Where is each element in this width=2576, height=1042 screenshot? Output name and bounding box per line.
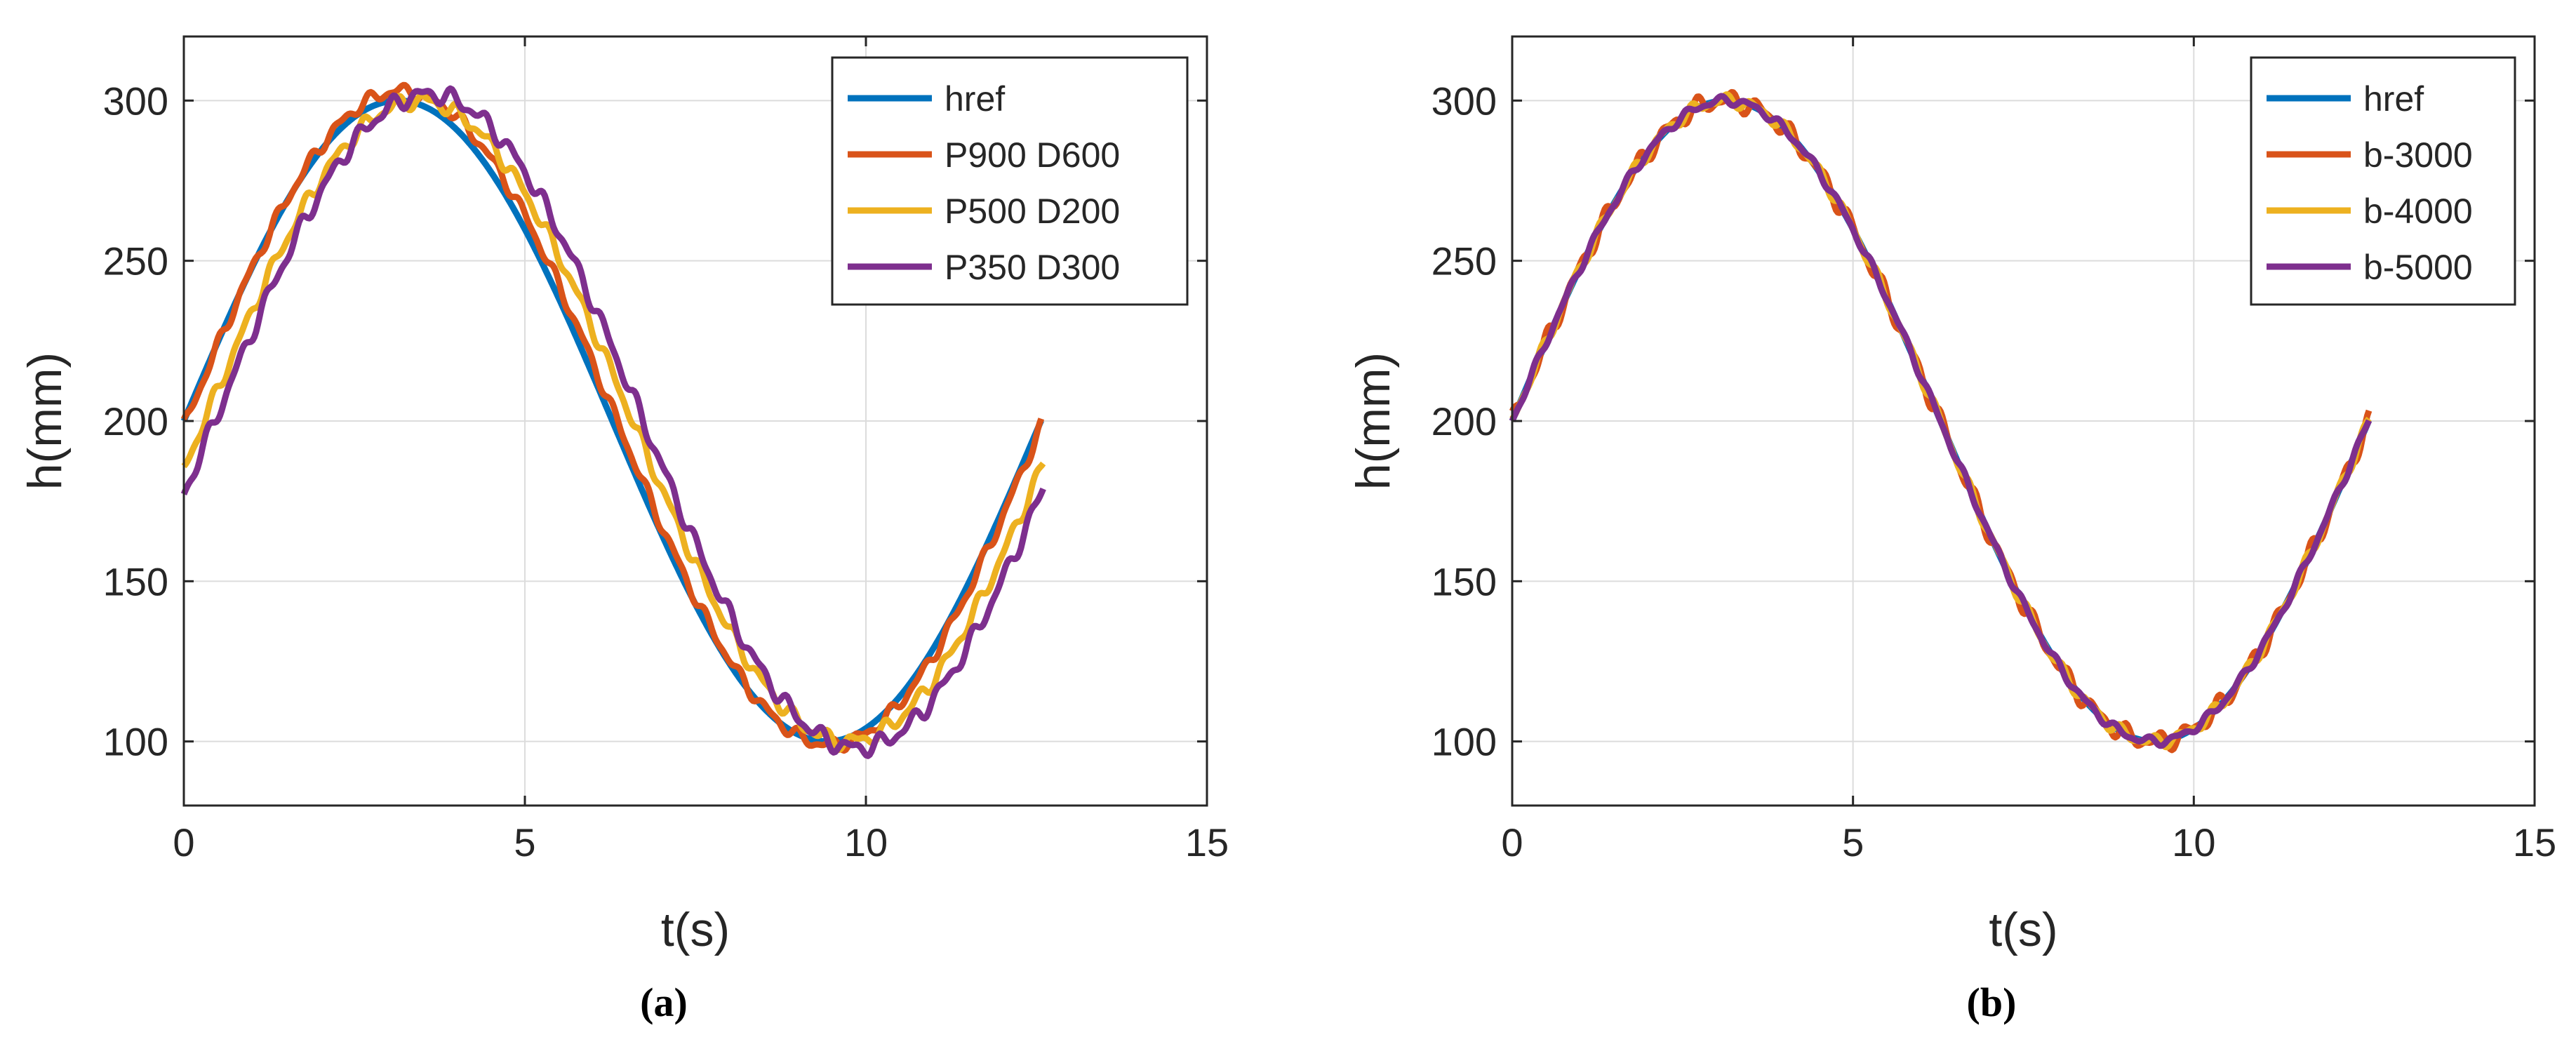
x-axis-label: t(s): [1989, 903, 2057, 956]
legend: href P900 D600 P500 D200 P350 D300: [831, 56, 1189, 306]
series-line-p900-d600: [180, 81, 1045, 754]
x-tick-label: 5: [514, 820, 535, 864]
x-tick-label: 5: [1842, 820, 1864, 864]
y-tick-label: 100: [103, 720, 168, 764]
x-tick-label: 10: [2172, 820, 2215, 864]
series-line-p500-d200: [181, 92, 1046, 754]
y-tick-label: 200: [103, 399, 168, 443]
legend-label: b-3000: [2363, 135, 2473, 175]
y-tick-label: 150: [1432, 559, 1497, 603]
legend-label: P350 D300: [945, 248, 1120, 287]
y-tick-label: 150: [103, 559, 168, 603]
y-tick-label: 250: [103, 239, 168, 283]
y-tick-label: 250: [1432, 239, 1497, 283]
legend-label: href: [2363, 79, 2424, 119]
y-tick-label: 100: [1432, 720, 1497, 764]
y-tick-label: 300: [103, 79, 168, 123]
chart-panel-1: 0 5 10 15 100 150 200 250 300 t(s) h(mm) href P900 D…: [18, 35, 1229, 1025]
series-line-b-5000: [1509, 93, 2373, 749]
y-axis-label: h(mm): [18, 352, 72, 490]
legend-label: P900 D600: [945, 135, 1120, 175]
legend-label: href: [945, 79, 1005, 119]
x-tick-label: 15: [2513, 820, 2556, 864]
x-tick-label: 0: [173, 820, 194, 864]
legend-label: P500 D200: [945, 192, 1120, 231]
y-tick-label: 200: [1432, 399, 1497, 443]
x-tick-label: 15: [1185, 820, 1229, 864]
legend-label: b-5000: [2363, 248, 2473, 287]
x-axis-label: t(s): [661, 903, 730, 956]
x-tick-label: 10: [844, 820, 888, 864]
panel-caption: (b): [1967, 980, 2017, 1025]
y-tick-label: 300: [1432, 79, 1497, 123]
legend: href b-3000 b-4000 b-5000: [2250, 56, 2516, 306]
panel-caption: (a): [640, 980, 688, 1025]
y-axis-label: h(mm): [1347, 352, 1400, 490]
chart-panel-2: 0 5 10 15 100 150 200 250 300 t(s) h(mm) href b-3000…: [1347, 35, 2556, 1025]
legend-label: b-4000: [2363, 192, 2473, 231]
series-line-p350-d300: [180, 85, 1046, 759]
x-tick-label: 0: [1501, 820, 1523, 864]
